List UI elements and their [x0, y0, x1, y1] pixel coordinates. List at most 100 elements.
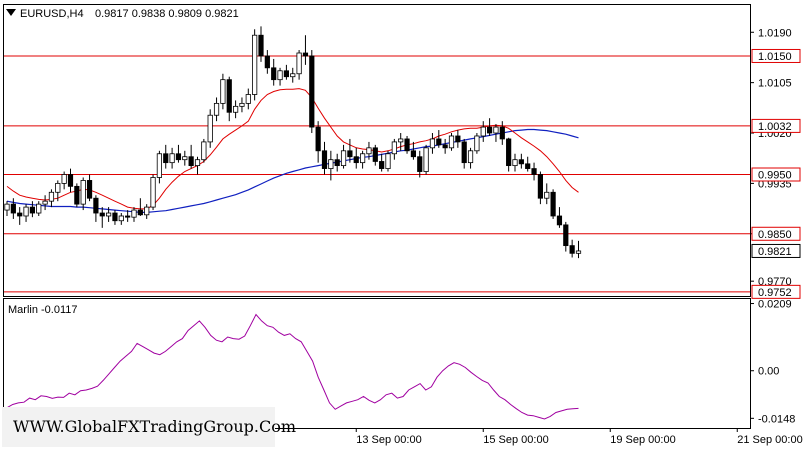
candle [220, 73, 226, 110]
candle-body [283, 70, 290, 78]
candle [525, 156, 531, 172]
candle [277, 67, 283, 86]
candle [410, 141, 417, 160]
candle [398, 133, 404, 151]
candle-body [10, 203, 16, 214]
candle [391, 138, 397, 160]
candle [423, 144, 429, 175]
candle [156, 150, 162, 184]
candle-body [296, 52, 302, 75]
price-tick-label: 1.0105 [758, 78, 792, 90]
candle [23, 204, 29, 222]
candle [239, 97, 245, 113]
candle-body [366, 147, 372, 155]
candle-body [175, 153, 182, 161]
candle [347, 138, 353, 163]
candle-body [525, 163, 531, 169]
candle [442, 138, 448, 154]
ohlc-label: 0.9817 0.9838 0.9809 0.9821 [95, 8, 239, 20]
candle-body [42, 200, 48, 205]
candle [379, 153, 385, 172]
candle [359, 150, 366, 169]
candle [404, 135, 410, 154]
candle [112, 210, 118, 225]
chart-menu-triangle-icon[interactable] [6, 9, 16, 16]
candle [499, 121, 505, 145]
candle-body [353, 156, 359, 164]
candle-body [347, 150, 353, 158]
candle-body [309, 55, 315, 128]
candle [328, 150, 334, 181]
candle-body [29, 206, 36, 214]
candle-body [334, 159, 340, 167]
candle [144, 204, 150, 219]
candle [531, 162, 537, 181]
candle [486, 118, 493, 136]
candle [67, 168, 74, 193]
indicator-panel-frame [3, 298, 751, 429]
watermark-text: WWW.GlobalFXTradingGroup.Com [13, 417, 296, 436]
candle-body [194, 159, 201, 167]
candle [518, 153, 524, 169]
candle-body [220, 79, 226, 104]
candle [366, 141, 372, 160]
candle-body [328, 159, 334, 169]
candlesticks [4, 26, 582, 259]
candle [17, 207, 23, 225]
candle [372, 144, 378, 166]
candle-body [112, 212, 118, 222]
candle [93, 195, 99, 222]
candle-body [226, 79, 232, 113]
time-tick-label: 19 Sep 00:00 [610, 434, 675, 446]
candle [36, 201, 42, 216]
candle-body [340, 150, 347, 167]
candle-body [569, 245, 575, 254]
time-tick-label: 21 Sep 00:00 [737, 434, 802, 446]
level-label: 0.9850 [758, 229, 792, 241]
candle [563, 221, 569, 252]
candle [417, 150, 423, 178]
candle-body [550, 191, 556, 217]
level-label: 1.0150 [758, 51, 792, 63]
candle-body [315, 126, 321, 152]
candle-body [563, 224, 569, 247]
candle-body [423, 147, 429, 172]
candle [245, 88, 251, 110]
candle-body [258, 34, 264, 57]
candle-body [245, 94, 251, 104]
candle-body [448, 135, 455, 149]
candle-body [302, 52, 309, 57]
candle-body [93, 197, 99, 214]
candle-body [74, 185, 80, 205]
candle [461, 138, 467, 169]
candle-body [359, 153, 366, 164]
candle-body [232, 105, 239, 113]
candle-body [442, 144, 448, 149]
candle [264, 50, 270, 74]
symbol-label: EURUSD,H4 [20, 8, 84, 20]
candle-body [169, 153, 175, 164]
candle-body [118, 215, 124, 222]
candle [4, 201, 10, 216]
candle [315, 121, 321, 163]
candle [569, 239, 575, 258]
candle [252, 29, 258, 101]
price-tick-label: 1.0190 [758, 27, 792, 39]
candle-body [398, 138, 404, 143]
candle [42, 195, 48, 211]
candle-body [518, 159, 524, 165]
candle-body [137, 209, 143, 216]
candle-body [252, 34, 258, 95]
level-label: 0.9752 [758, 287, 792, 299]
candle [334, 153, 340, 172]
level-label-box [751, 226, 801, 241]
level-label: 0.9950 [758, 170, 792, 182]
candle [131, 207, 137, 222]
candle-body [506, 138, 512, 167]
candle [125, 210, 131, 222]
candle [213, 97, 220, 122]
oscillator-tick-label: 0.00 [758, 366, 779, 378]
candle [448, 133, 455, 151]
oscillator-axis: 0.0209 0.00 -0.0148 [750, 299, 795, 425]
candle-body [404, 138, 410, 152]
